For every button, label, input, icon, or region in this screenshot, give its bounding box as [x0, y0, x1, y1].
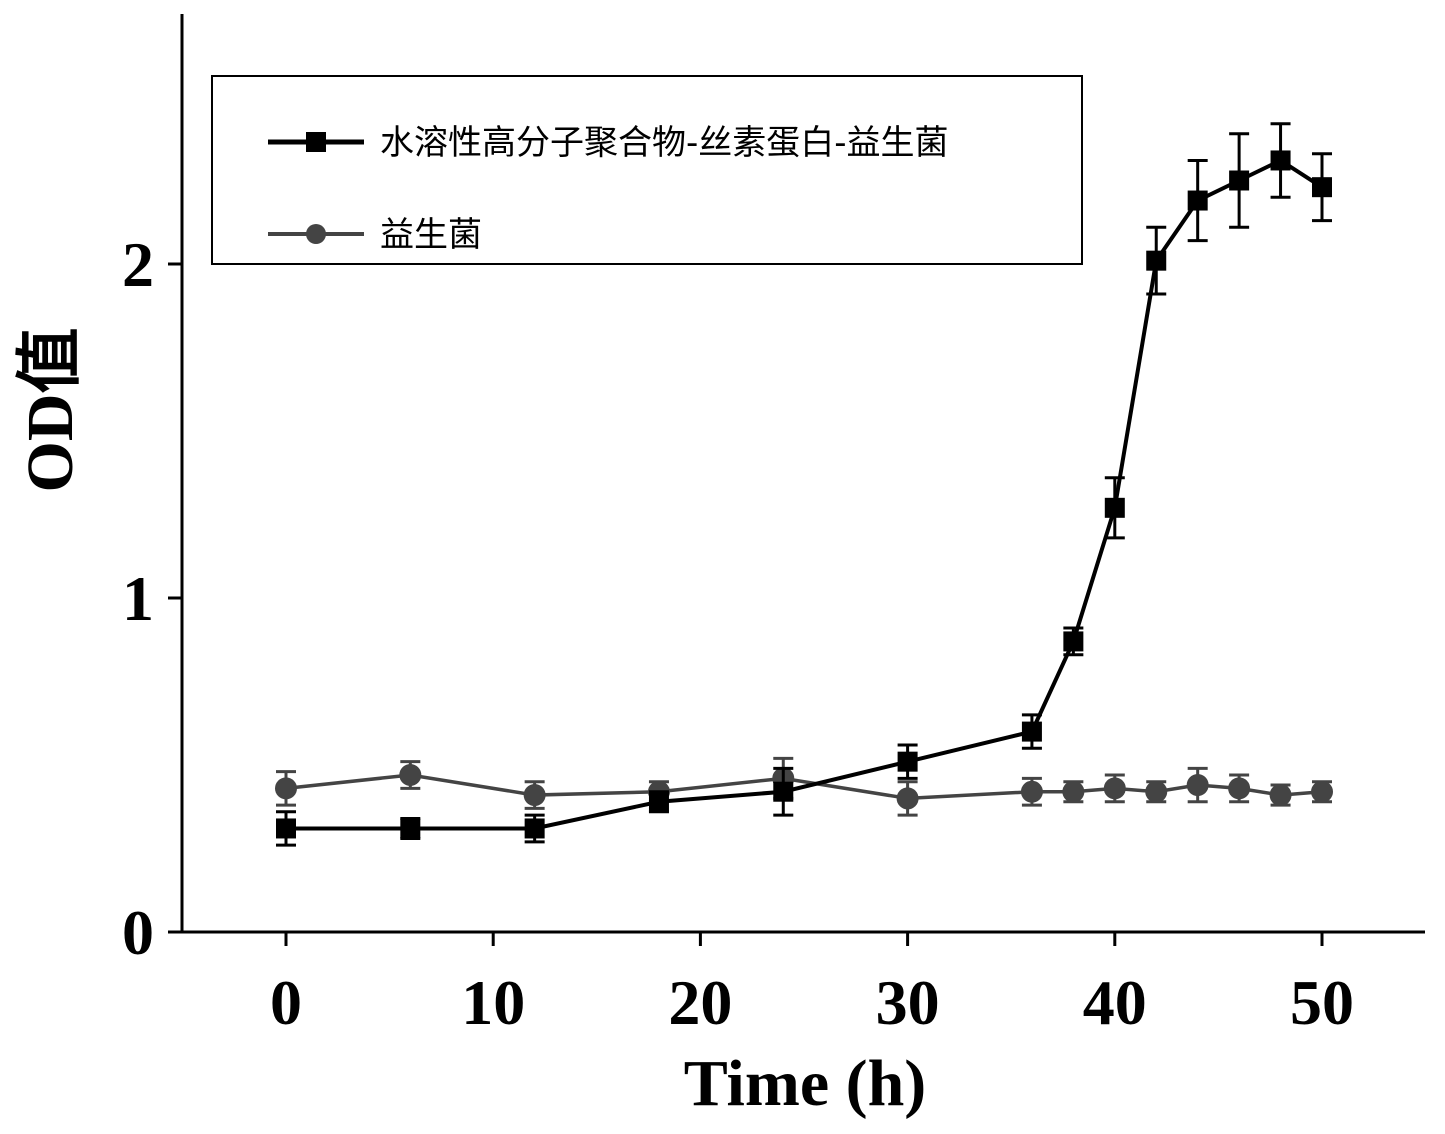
y-tick-label: 1 [122, 563, 154, 634]
y-tick-label: 2 [122, 229, 154, 300]
data-point-circle [1062, 780, 1085, 803]
data-point-square [773, 781, 794, 802]
legend-marker-series-2 [306, 224, 326, 244]
legend-label-series-2: 益生菌 [380, 215, 482, 255]
series-1 [276, 122, 1332, 847]
data-point-square [400, 818, 421, 839]
x-tick-label: 0 [270, 967, 302, 1038]
data-point-square [1312, 177, 1332, 198]
data-point-circle [1269, 784, 1292, 807]
x-tick-label: 20 [668, 967, 732, 1038]
legend-label-series-1: 水溶性高分子聚合物-丝素蛋白-益生菌 [380, 123, 949, 163]
data-point-square [1146, 250, 1167, 271]
data-point-square [524, 818, 545, 839]
legend: 水溶性高分子聚合物-丝素蛋白-益生菌 益生菌 [211, 75, 1083, 265]
data-point-circle [1186, 774, 1209, 797]
x-tick-label: 30 [876, 967, 940, 1038]
data-point-square [1270, 150, 1291, 171]
data-point-square [648, 791, 669, 812]
data-point-circle [523, 784, 546, 807]
data-point-circle [399, 764, 422, 787]
x-axis-title: Time (h) [684, 1047, 927, 1120]
x-tick-label: 10 [461, 967, 525, 1038]
data-point-square [1021, 721, 1042, 742]
data-point-square [897, 751, 918, 772]
data-point-circle [1311, 780, 1333, 803]
data-point-square [1187, 190, 1208, 211]
y-axis-title: OD值 [14, 328, 87, 493]
data-point-circle [1020, 780, 1043, 803]
data-point-square [1063, 631, 1084, 652]
x-tick-label: 50 [1290, 967, 1354, 1038]
data-point-circle [1103, 777, 1126, 800]
legend-marker-series-1 [306, 132, 326, 152]
series-layer [275, 122, 1333, 847]
data-point-square [1229, 170, 1250, 191]
data-point-square [276, 818, 296, 839]
data-point-circle [275, 777, 297, 800]
data-point-circle [1145, 780, 1168, 803]
y-tick-label: 0 [122, 897, 154, 968]
data-point-circle [1228, 777, 1251, 800]
data-point-circle [896, 787, 919, 810]
x-tick-label: 40 [1083, 967, 1147, 1038]
axes: 0 10 20 30 40 50 0 1 2 [122, 14, 1425, 1038]
data-point-square [1104, 497, 1125, 518]
